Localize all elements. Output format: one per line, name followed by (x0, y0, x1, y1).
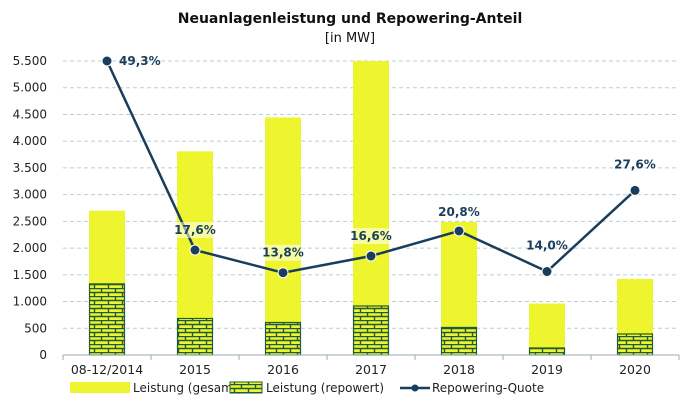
y-tick-label: 5.500 (13, 54, 47, 68)
legend-swatch-gesamt (70, 382, 130, 393)
bars (88, 61, 654, 356)
y-tick-label: 3.000 (13, 188, 47, 202)
repowering-line (101, 55, 641, 279)
y-tick-label: 1.500 (13, 268, 47, 282)
quote-data-label: 17,6% (174, 223, 216, 237)
x-tick-label: 2015 (179, 362, 211, 377)
x-tick-label: 08-12/2014 (71, 362, 143, 377)
chart-title: Neuanlagenleistung und Repowering-Anteil (178, 11, 523, 27)
y-tick-label: 500 (24, 321, 47, 335)
quote-point (541, 266, 553, 278)
y-tick-label: 3.500 (13, 161, 47, 175)
bar-repowert (88, 283, 126, 356)
x-tick-label: 2016 (267, 362, 299, 377)
y-tick-label: 4.000 (13, 134, 47, 148)
x-tick-label: 2017 (355, 362, 387, 377)
y-axis: 0 500 1.000 1.500 2.000 2.500 3.000 3.500 4.000 4… (13, 54, 47, 362)
bar-repowert (440, 326, 478, 356)
quote-point (277, 267, 289, 279)
legend-label-quote: Repowering-Quote (432, 381, 544, 395)
quote-point (189, 244, 201, 256)
quote-data-label: 27,6% (614, 157, 656, 171)
y-tick-label: 2.500 (13, 214, 47, 228)
bar-repowert (352, 305, 390, 356)
quote-point (365, 250, 377, 262)
quote-data-label: 13,8% (262, 246, 304, 260)
y-tick-label: 2.000 (13, 241, 47, 255)
legend-swatch-repowert (229, 381, 263, 394)
y-tick-label: 0 (39, 348, 47, 362)
x-axis: 08-12/2014 2015 2016 2017 2018 2019 2020 (62, 354, 680, 377)
bar-repowert (176, 317, 214, 356)
x-tick-label: 2020 (619, 362, 651, 377)
legend-label-repowert: Leistung (repowert) (266, 381, 384, 395)
quote-point (629, 184, 641, 196)
bar-repowert (616, 333, 654, 356)
data-label-bg (174, 222, 216, 239)
quote-data-label: 14,0% (526, 239, 568, 253)
chart-subtitle: [in MW] (325, 31, 375, 46)
y-tick-label: 5.000 (13, 81, 47, 95)
x-tick-label: 2018 (443, 362, 475, 377)
bar-gesamt (265, 117, 301, 355)
legend: Leistung (gesamt) Leistung (repowert) Re… (70, 381, 544, 395)
x-tick-label: 2019 (531, 362, 563, 377)
bar-repowert (528, 347, 566, 356)
quote-data-label: 49,3% (119, 54, 161, 68)
data-labels: 49,3% 17,6% 13,8% 16,6% 20,8% 14,0% 27,6% (119, 54, 656, 261)
quote-data-label: 20,8% (438, 205, 480, 219)
quote-point (101, 55, 113, 67)
legend-label-gesamt: Leistung (gesamt) (133, 381, 242, 395)
quote-point (453, 225, 465, 237)
legend-marker-quote (411, 384, 419, 392)
bar-repowert (264, 321, 302, 356)
data-label-bg (262, 244, 304, 261)
y-tick-label: 4.500 (13, 107, 47, 121)
data-label-bg (350, 228, 392, 245)
bar-gesamt (529, 303, 565, 355)
y-tick-label: 1.000 (13, 295, 47, 309)
quote-data-label: 16,6% (350, 229, 392, 243)
